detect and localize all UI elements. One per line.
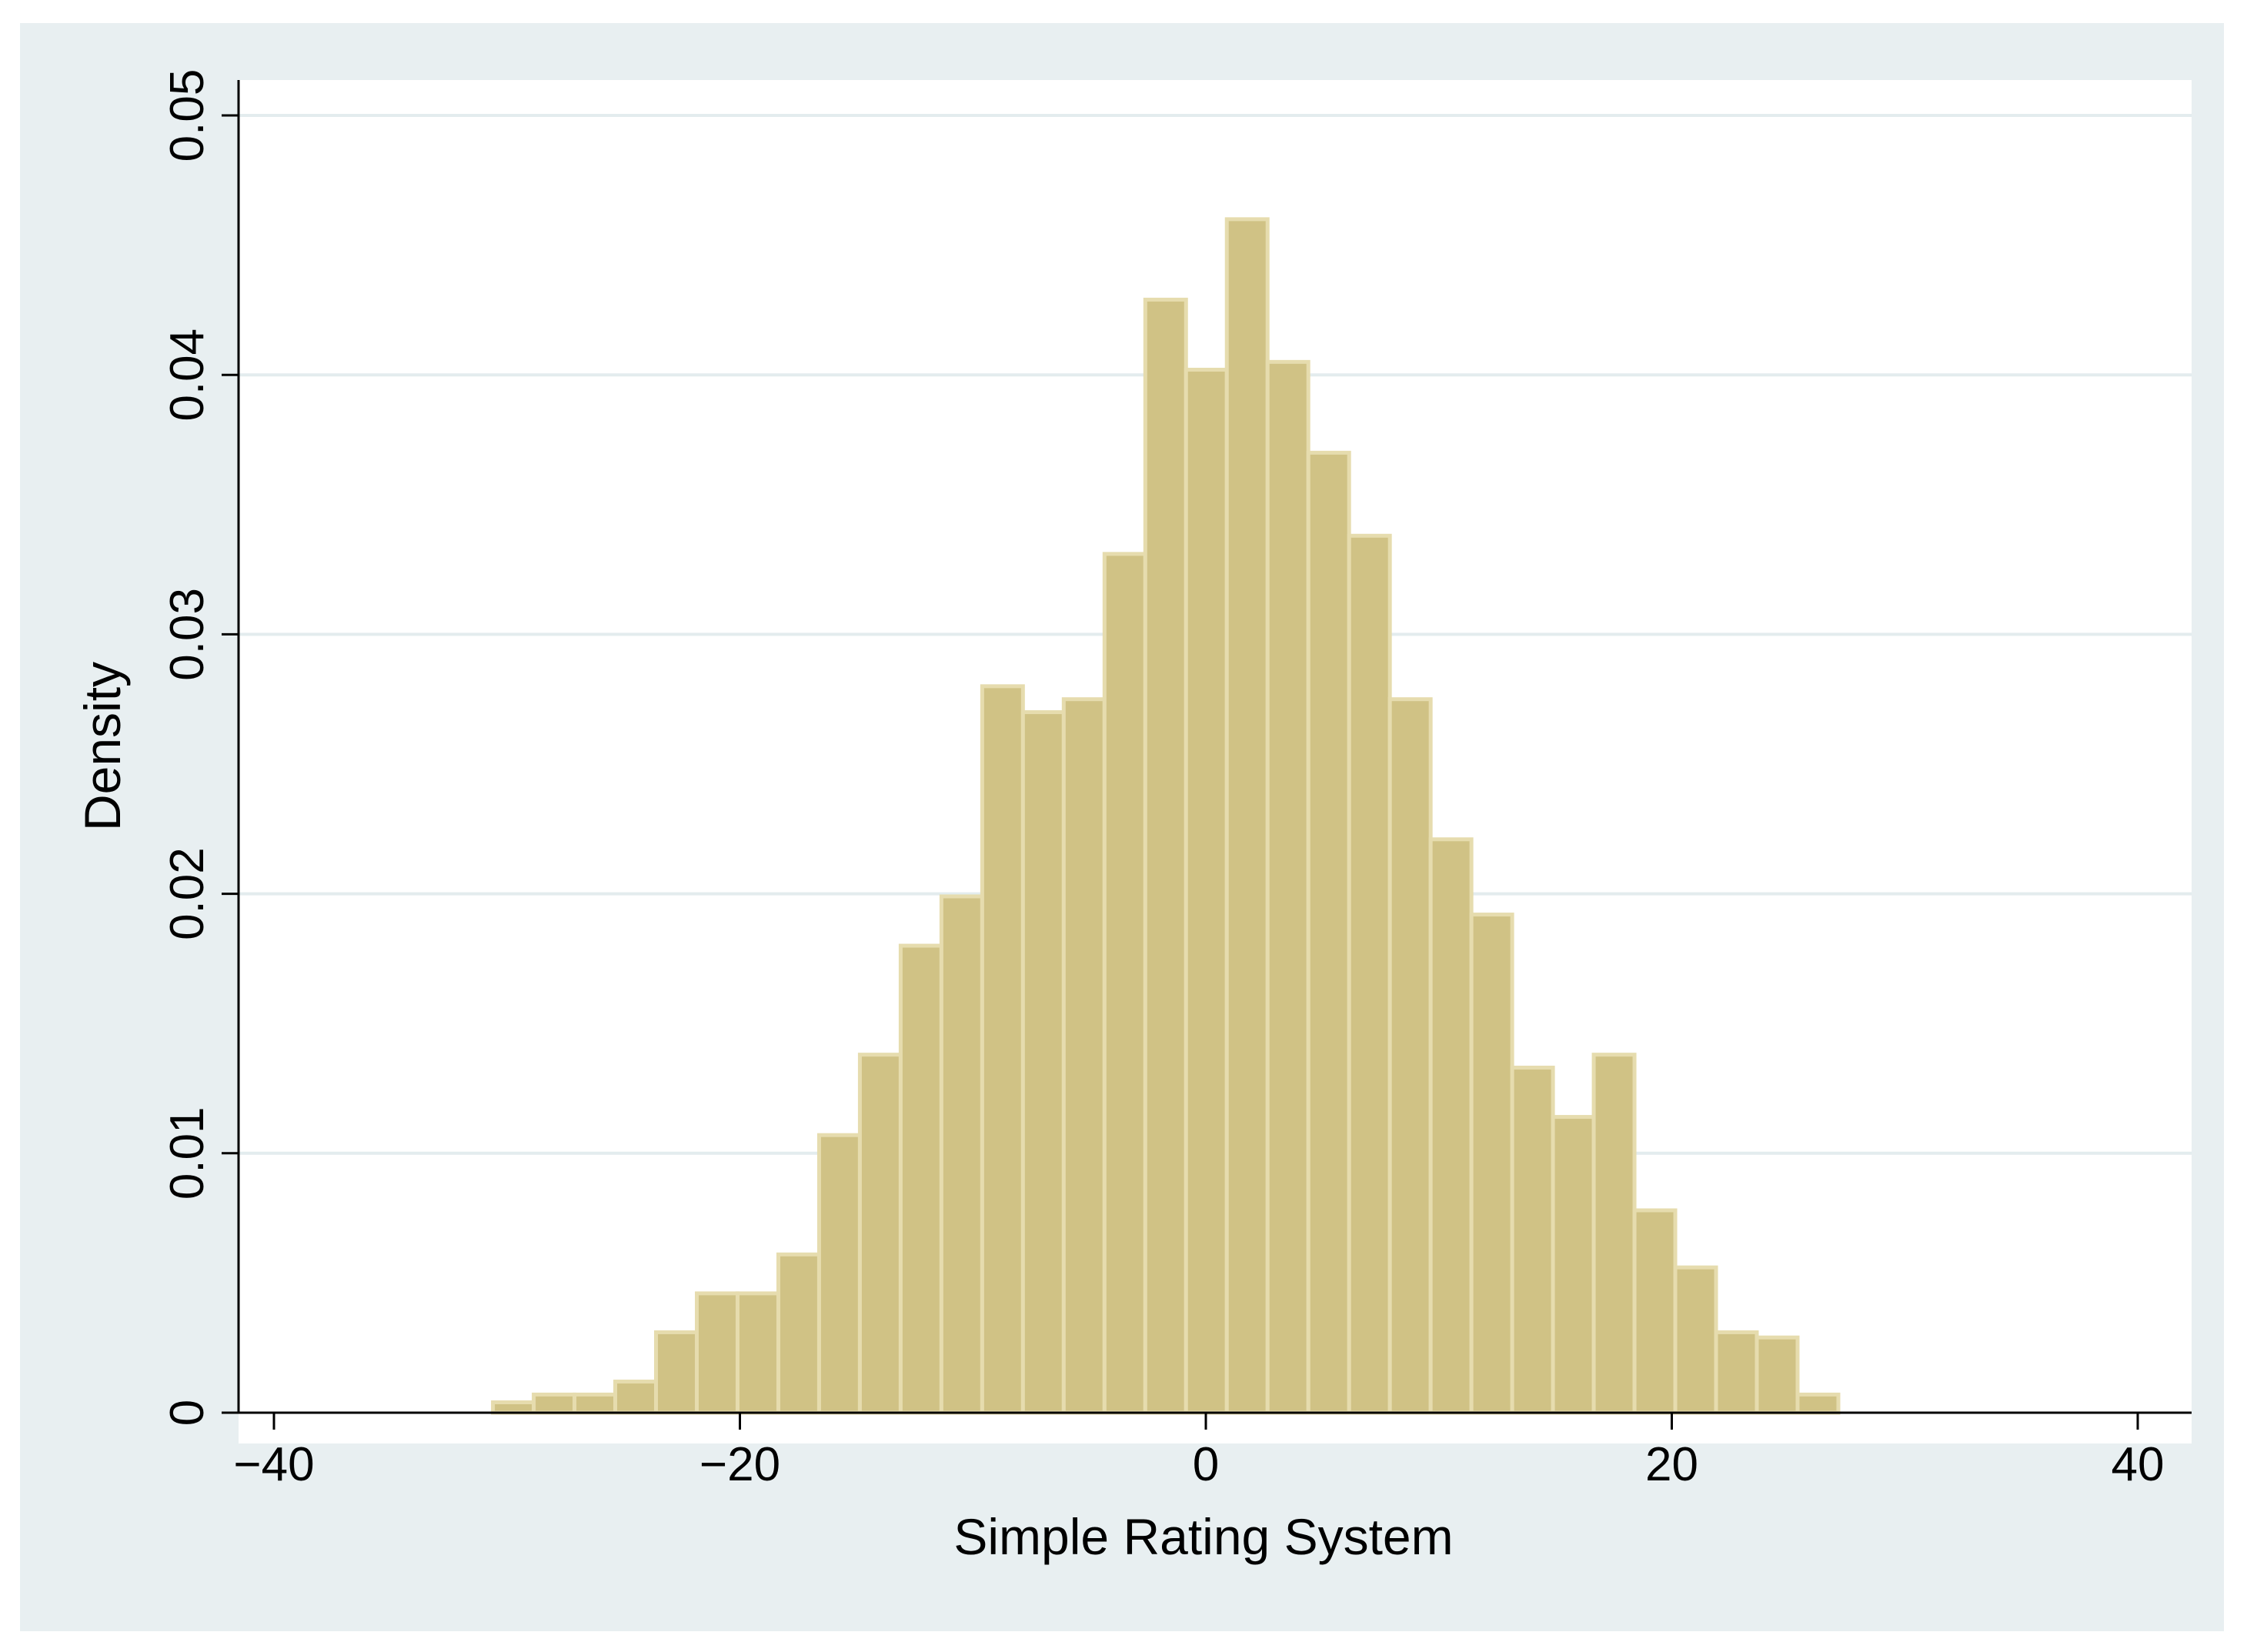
x-tick-label: −20 xyxy=(699,1438,780,1491)
histogram-bars xyxy=(491,217,1841,1415)
axes xyxy=(237,80,2192,1414)
histogram-bar xyxy=(1632,1208,1678,1415)
y-tick-label: 0.03 xyxy=(161,588,214,681)
histogram-bar xyxy=(1469,913,1514,1415)
histogram-bar xyxy=(1510,1066,1555,1415)
histogram-bar xyxy=(1184,367,1229,1415)
histogram-bar xyxy=(1591,1053,1637,1415)
histogram-bar xyxy=(898,943,943,1415)
histogram-bar xyxy=(980,684,1025,1415)
histogram-bar xyxy=(1306,450,1351,1415)
histogram-bar xyxy=(1224,217,1270,1415)
y-tick-label: 0.01 xyxy=(161,1106,214,1200)
histogram-bar xyxy=(1428,837,1474,1415)
y-tick-label: 0.02 xyxy=(161,847,214,940)
chart-frame: 0 0.01 0.02 0.03 0.04 0.05 −40 −20 0 20 40 Simple … xyxy=(20,23,2224,1631)
histogram-bar xyxy=(816,1133,862,1415)
histogram-bar xyxy=(1551,1115,1596,1415)
histogram-bar xyxy=(1795,1392,1841,1415)
axis-ticks: 0 0.01 0.02 0.03 0.04 0.05 −40 −20 0 20 40 xyxy=(161,69,2164,1491)
histogram-bar xyxy=(1020,710,1066,1415)
histogram-bar xyxy=(613,1380,659,1415)
x-tick-label: 40 xyxy=(2112,1438,2165,1491)
histogram-bar xyxy=(1387,697,1433,1415)
histogram-bar xyxy=(1143,297,1188,1415)
histogram-bar xyxy=(735,1291,780,1415)
histogram-bar xyxy=(1347,533,1392,1415)
histogram-bar xyxy=(939,894,984,1415)
x-tick-label: 20 xyxy=(1645,1438,1698,1491)
histogram-bar xyxy=(654,1330,699,1415)
histogram-bar xyxy=(532,1392,577,1415)
histogram-chart: 0 0.01 0.02 0.03 0.04 0.05 −40 −20 0 20 40 Simple … xyxy=(74,69,2192,1565)
y-tick-label: 0.05 xyxy=(161,69,214,162)
histogram-bar xyxy=(694,1291,740,1415)
y-tick-label: 0 xyxy=(161,1400,214,1426)
y-axis-title: Density xyxy=(74,662,131,831)
histogram-bar xyxy=(1755,1335,1800,1415)
histogram-bar xyxy=(1061,697,1107,1415)
x-tick-label: 0 xyxy=(1193,1438,1219,1491)
histogram-bar xyxy=(857,1053,903,1415)
histogram-bar xyxy=(776,1252,821,1415)
y-tick-label: 0.04 xyxy=(161,329,214,422)
histogram-bar xyxy=(1714,1330,1759,1415)
x-axis-title: Simple Rating System xyxy=(953,1508,1453,1565)
histogram-bar xyxy=(1673,1265,1718,1415)
histogram-bar xyxy=(1102,552,1147,1415)
x-tick-label: −40 xyxy=(233,1438,314,1491)
histogram-bar xyxy=(1265,359,1310,1415)
histogram-bar xyxy=(491,1400,536,1415)
histogram-bar xyxy=(573,1392,618,1415)
